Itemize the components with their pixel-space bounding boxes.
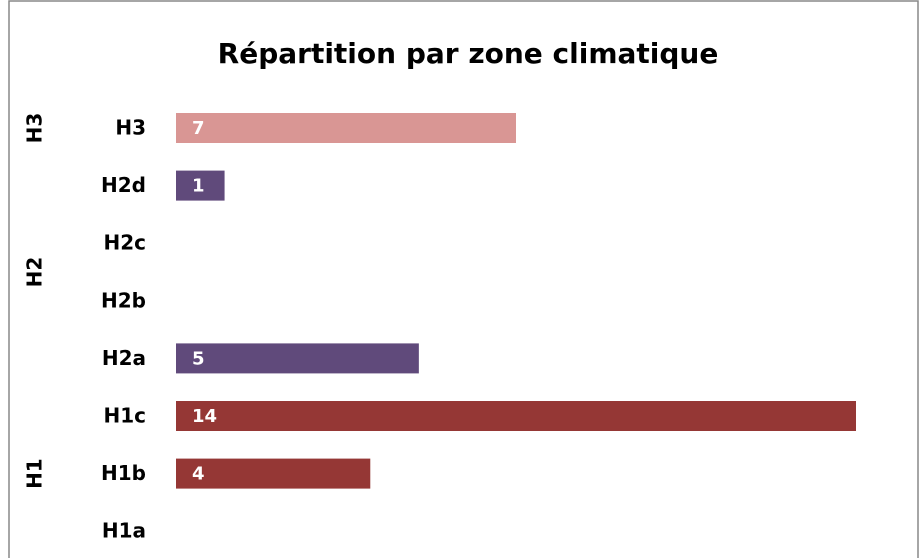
- bar: [176, 343, 419, 374]
- group-label: H1: [23, 458, 47, 489]
- data-label: 14: [192, 406, 217, 427]
- y-tick-label: H1a: [102, 519, 146, 543]
- data-label: 7: [192, 118, 205, 139]
- data-label: 5: [192, 348, 205, 369]
- y-tick-label: H2b: [101, 288, 146, 312]
- bar: [176, 170, 225, 201]
- y-tick-label: H1c: [103, 404, 146, 428]
- y-tick-label: H3: [115, 116, 146, 140]
- y-tick-label: H2d: [101, 173, 146, 197]
- y-tick-label: H2a: [102, 346, 146, 370]
- group-label: H3: [23, 113, 47, 144]
- chart-title: Répartition par zone climatique: [218, 37, 719, 70]
- group-label: H2: [23, 257, 47, 288]
- chart-border: [8, 0, 919, 558]
- bar: [176, 113, 516, 143]
- bar: [176, 458, 371, 489]
- data-label: 1: [192, 176, 205, 197]
- y-tick-label: H2c: [103, 231, 146, 255]
- bar: [176, 401, 856, 431]
- y-tick-label: H1b: [101, 461, 146, 485]
- data-label: 4: [192, 464, 205, 485]
